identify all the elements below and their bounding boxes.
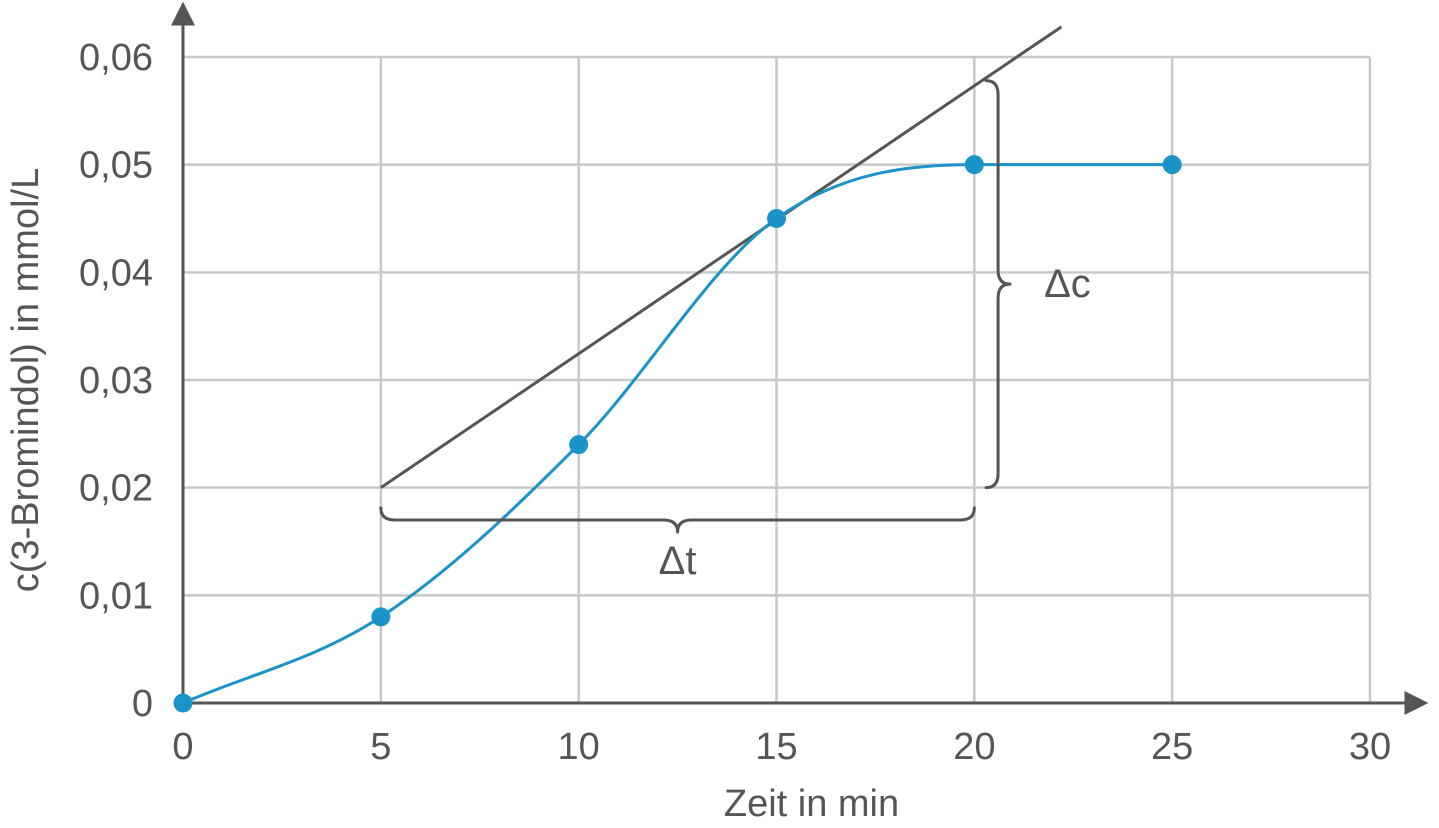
data-point xyxy=(964,155,984,175)
data-point xyxy=(767,209,786,228)
x-tick-label: 0 xyxy=(172,726,193,768)
y-tick-label: 0,06 xyxy=(79,37,153,79)
y-axis-title: c(3-Bromindol) in mmol/L xyxy=(5,168,47,592)
delta-t-label: Δt xyxy=(659,539,697,583)
data-point xyxy=(173,693,193,713)
delta-t-brace xyxy=(379,506,976,534)
y-tick-label: 0,03 xyxy=(79,360,153,402)
series-line xyxy=(182,163,1173,705)
series xyxy=(173,155,1182,713)
tick-labels: 0 5 10 15 20 25 30 0 0,01 0,02 0,03 0,04 0,05 0,06 xyxy=(79,37,1391,768)
x-tick-label: 15 xyxy=(755,726,797,768)
x-axis-title: Zeit in min xyxy=(724,783,899,825)
y-tick-label: 0,04 xyxy=(79,252,153,294)
y-tick-label: 0 xyxy=(132,683,153,725)
data-point xyxy=(569,435,589,455)
x-tick-label: 25 xyxy=(1151,726,1193,768)
data-point xyxy=(1162,155,1182,175)
x-tick-label: 10 xyxy=(558,726,600,768)
delta-c-label: Δc xyxy=(1044,262,1091,306)
x-tick-label: 30 xyxy=(1349,726,1391,768)
y-tick-label: 0,01 xyxy=(79,575,153,617)
grid xyxy=(183,55,1372,703)
annotations: Δt Δc xyxy=(379,79,1091,583)
tangent-line xyxy=(379,25,1063,489)
tangent xyxy=(379,25,1063,489)
y-tick-label: 0,02 xyxy=(79,468,153,510)
axes xyxy=(171,1,1429,715)
y-tick-label: 0,05 xyxy=(79,145,153,187)
delta-c-brace xyxy=(984,79,1012,490)
data-point xyxy=(371,607,391,627)
x-tick-label: 20 xyxy=(953,726,995,768)
x-tick-label: 5 xyxy=(370,726,391,768)
